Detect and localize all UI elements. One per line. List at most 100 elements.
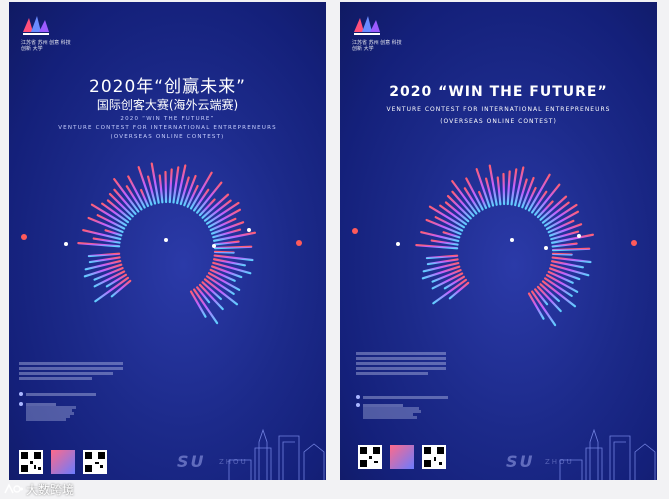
c-bar [475, 168, 491, 208]
c-bar [488, 164, 498, 206]
c-bar [158, 174, 164, 204]
subtitle-en-2: (OVERSEAS ONLINE CONTEST) [440, 118, 557, 125]
description-text [356, 352, 446, 377]
c-bar [446, 194, 472, 220]
c-bar [550, 263, 590, 277]
qr-code-row [19, 450, 107, 474]
info-icon [356, 395, 360, 399]
c-bar [213, 254, 254, 262]
c-bar [484, 177, 495, 207]
c-bar [431, 269, 462, 283]
c-bar [551, 247, 591, 252]
c-bar [211, 221, 245, 235]
c-bar [517, 178, 528, 208]
c-bar [547, 219, 575, 234]
c-bar [426, 258, 459, 266]
c-bar [521, 176, 535, 209]
c-bar [168, 168, 173, 204]
city-su: SU [177, 452, 206, 471]
c-bar [544, 203, 578, 227]
c-bar [415, 244, 459, 250]
c-bar [213, 231, 256, 242]
c-bar [551, 242, 578, 248]
contest-logo-icon [23, 16, 49, 35]
contact-icon [356, 403, 360, 407]
c-bar [196, 286, 211, 304]
c-bar [213, 240, 240, 246]
logo-text: 江苏省 苏州 创意 科技 创新 大学 [21, 40, 71, 52]
c-bar [96, 214, 126, 230]
c-bar [93, 267, 124, 281]
c-bar [201, 193, 230, 219]
watermark-text: 大数跨境 [26, 482, 75, 497]
c-bar [510, 168, 518, 206]
c-bar [82, 229, 122, 241]
c-bar [108, 192, 134, 218]
c-bar [183, 174, 197, 207]
c-bar [465, 177, 484, 211]
c-bar [496, 176, 502, 206]
c-bar [425, 218, 462, 235]
c-bar [77, 242, 121, 248]
c-bar [536, 285, 562, 313]
c-bar [207, 272, 241, 291]
c-bar [430, 239, 459, 246]
c-bar [534, 183, 561, 216]
c-bar [206, 201, 240, 225]
contact-list [19, 392, 139, 421]
qr-code-icon [422, 445, 446, 469]
title-en: 2020 “WIN THE FUTURE” [120, 116, 215, 122]
c-bar [101, 202, 130, 224]
c-bar [432, 278, 468, 305]
c-bar [544, 277, 573, 297]
poster-english: 江苏省 苏州 创意 科技 创新 大学 2020 “WIN THE FUTURE”… [340, 2, 657, 480]
c-bar [146, 175, 157, 205]
c-bar [541, 280, 577, 308]
c-bar [527, 173, 551, 212]
c-bar [463, 187, 481, 213]
timeline-node [247, 228, 251, 232]
poster-chinese: 江苏省 苏州 创意 科技 创新 大学 2020年“创赢未来” 国际创客大赛(海外… [9, 2, 326, 480]
c-bar [478, 190, 488, 210]
subtitle-cn: 国际创客大赛(海外云端赛) [96, 98, 239, 112]
brand-logo-icon [4, 483, 23, 494]
c-bar [531, 290, 557, 327]
c-bar [87, 216, 124, 233]
city-zhou: ZHOU [545, 458, 574, 466]
timeline-node-end [296, 240, 302, 246]
c-bar [213, 258, 246, 267]
c-bar [90, 203, 128, 227]
c-bar [442, 231, 461, 239]
c-bar [189, 171, 213, 210]
c-bar [164, 170, 168, 204]
c-bar [451, 190, 475, 217]
c-bar [201, 281, 222, 301]
contact-icon [19, 402, 23, 406]
qr-code-icon [358, 445, 382, 469]
c-bar-graphic [77, 162, 256, 325]
c-bar [425, 254, 459, 260]
c-bar [549, 223, 583, 237]
c-bar [550, 230, 580, 241]
c-bar [551, 233, 594, 244]
subtitle-en-2: (OVERSEAS ONLINE CONTEST) [110, 134, 225, 140]
c-bar [428, 205, 466, 229]
c-bar [211, 265, 243, 279]
c-bar [150, 162, 160, 204]
timeline-node [212, 244, 216, 248]
c-bar [106, 199, 132, 221]
c-bar [104, 229, 123, 237]
city-skyline-icon [228, 428, 325, 480]
c-bar [94, 276, 130, 303]
c-bar [92, 237, 121, 244]
c-bar [198, 198, 216, 217]
c-bar [524, 186, 537, 210]
c-bar [110, 279, 132, 298]
c-bar [193, 288, 219, 325]
c-bar [206, 275, 235, 295]
info-icon [19, 392, 23, 396]
c-bar [198, 283, 224, 311]
c-bar [172, 166, 180, 204]
c-bar [125, 185, 143, 211]
c-bar [547, 270, 574, 284]
